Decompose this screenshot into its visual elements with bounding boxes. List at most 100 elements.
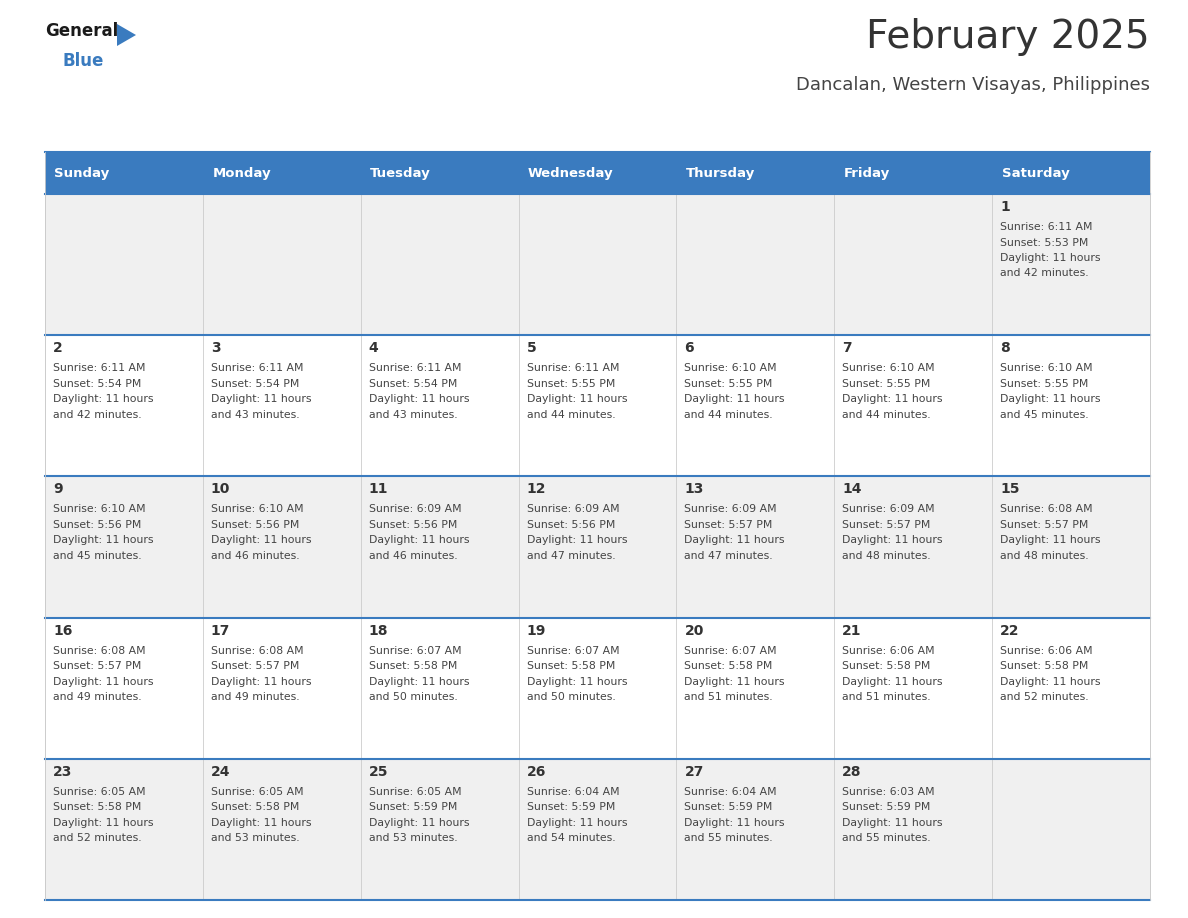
Text: 13: 13 [684,482,703,497]
Text: and 50 minutes.: and 50 minutes. [368,692,457,702]
Text: Sunrise: 6:05 AM: Sunrise: 6:05 AM [368,787,461,797]
Text: Daylight: 11 hours: Daylight: 11 hours [684,677,785,687]
Text: 25: 25 [368,765,388,778]
Text: Daylight: 11 hours: Daylight: 11 hours [53,818,153,828]
Text: Sunset: 5:58 PM: Sunset: 5:58 PM [1000,661,1088,671]
Text: Daylight: 11 hours: Daylight: 11 hours [210,818,311,828]
Bar [45,335,1150,476]
Text: and 48 minutes.: and 48 minutes. [1000,551,1088,561]
Text: Sunrise: 6:09 AM: Sunrise: 6:09 AM [842,504,935,514]
Text: Daylight: 11 hours: Daylight: 11 hours [842,394,943,404]
Text: and 52 minutes.: and 52 minutes. [1000,692,1088,702]
Text: 1: 1 [1000,200,1010,214]
Text: Sunrise: 6:11 AM: Sunrise: 6:11 AM [368,364,461,374]
Bar [676,152,834,194]
Bar [834,152,992,194]
Text: and 48 minutes.: and 48 minutes. [842,551,931,561]
Text: Sunrise: 6:06 AM: Sunrise: 6:06 AM [842,645,935,655]
Text: and 52 minutes.: and 52 minutes. [53,834,141,844]
Text: Sunrise: 6:10 AM: Sunrise: 6:10 AM [210,504,303,514]
Text: 23: 23 [53,765,72,778]
Text: Sunrise: 6:11 AM: Sunrise: 6:11 AM [210,364,303,374]
Text: and 44 minutes.: and 44 minutes. [684,409,773,420]
Text: 17: 17 [210,623,230,638]
Text: Sunrise: 6:07 AM: Sunrise: 6:07 AM [526,645,619,655]
Text: Sunrise: 6:05 AM: Sunrise: 6:05 AM [210,787,303,797]
Text: 19: 19 [526,623,546,638]
Text: Daylight: 11 hours: Daylight: 11 hours [842,677,943,687]
Text: 10: 10 [210,482,230,497]
Text: Sunset: 5:54 PM: Sunset: 5:54 PM [53,379,141,388]
Text: and 43 minutes.: and 43 minutes. [210,409,299,420]
Text: and 44 minutes.: and 44 minutes. [842,409,931,420]
Text: February 2025: February 2025 [866,18,1150,56]
Text: and 49 minutes.: and 49 minutes. [210,692,299,702]
Text: 27: 27 [684,765,703,778]
Text: 15: 15 [1000,482,1019,497]
Text: Sunset: 5:56 PM: Sunset: 5:56 PM [53,520,141,530]
Text: and 45 minutes.: and 45 minutes. [1000,409,1088,420]
Text: and 51 minutes.: and 51 minutes. [842,692,931,702]
Text: and 46 minutes.: and 46 minutes. [210,551,299,561]
Text: and 42 minutes.: and 42 minutes. [53,409,141,420]
Text: Sunrise: 6:09 AM: Sunrise: 6:09 AM [526,504,619,514]
Text: 12: 12 [526,482,546,497]
Bar [203,152,361,194]
Text: Sunday: Sunday [55,166,109,180]
Text: Daylight: 11 hours: Daylight: 11 hours [210,394,311,404]
Text: Daylight: 11 hours: Daylight: 11 hours [684,818,785,828]
Text: 2: 2 [53,341,63,355]
Text: Daylight: 11 hours: Daylight: 11 hours [526,818,627,828]
Text: Sunset: 5:55 PM: Sunset: 5:55 PM [842,379,930,388]
Text: Monday: Monday [213,166,271,180]
Text: Sunset: 5:58 PM: Sunset: 5:58 PM [842,661,930,671]
Text: 6: 6 [684,341,694,355]
Text: Sunset: 5:54 PM: Sunset: 5:54 PM [368,379,457,388]
Text: Daylight: 11 hours: Daylight: 11 hours [210,677,311,687]
Text: Dancalan, Western Visayas, Philippines: Dancalan, Western Visayas, Philippines [796,76,1150,94]
Text: Sunset: 5:55 PM: Sunset: 5:55 PM [526,379,615,388]
Text: and 44 minutes.: and 44 minutes. [526,409,615,420]
Text: Daylight: 11 hours: Daylight: 11 hours [1000,394,1100,404]
Text: Sunset: 5:57 PM: Sunset: 5:57 PM [1000,520,1088,530]
Text: Daylight: 11 hours: Daylight: 11 hours [842,818,943,828]
Text: Daylight: 11 hours: Daylight: 11 hours [1000,535,1100,545]
Bar [519,152,676,194]
Text: and 55 minutes.: and 55 minutes. [842,834,931,844]
Text: Daylight: 11 hours: Daylight: 11 hours [53,535,153,545]
Bar [45,759,1150,900]
Text: and 54 minutes.: and 54 minutes. [526,834,615,844]
Text: Sunrise: 6:09 AM: Sunrise: 6:09 AM [368,504,461,514]
Text: Sunrise: 6:10 AM: Sunrise: 6:10 AM [842,364,935,374]
Text: and 47 minutes.: and 47 minutes. [526,551,615,561]
Text: 18: 18 [368,623,388,638]
Text: General: General [45,22,119,40]
Text: Daylight: 11 hours: Daylight: 11 hours [684,394,785,404]
Text: Sunrise: 6:06 AM: Sunrise: 6:06 AM [1000,645,1093,655]
Text: Sunrise: 6:08 AM: Sunrise: 6:08 AM [1000,504,1093,514]
Text: 4: 4 [368,341,379,355]
Bar [992,152,1150,194]
Text: 24: 24 [210,765,230,778]
Text: 5: 5 [526,341,536,355]
Text: Sunset: 5:59 PM: Sunset: 5:59 PM [368,802,457,812]
Text: 8: 8 [1000,341,1010,355]
Text: Daylight: 11 hours: Daylight: 11 hours [210,535,311,545]
Text: Sunrise: 6:10 AM: Sunrise: 6:10 AM [53,504,146,514]
Text: Daylight: 11 hours: Daylight: 11 hours [526,535,627,545]
Text: Sunset: 5:58 PM: Sunset: 5:58 PM [210,802,299,812]
Text: Sunset: 5:58 PM: Sunset: 5:58 PM [53,802,141,812]
Text: 7: 7 [842,341,852,355]
Text: and 53 minutes.: and 53 minutes. [368,834,457,844]
Text: Sunset: 5:58 PM: Sunset: 5:58 PM [684,661,773,671]
Bar [45,194,1150,335]
Text: Sunrise: 6:07 AM: Sunrise: 6:07 AM [684,645,777,655]
Text: 3: 3 [210,341,221,355]
Text: Tuesday: Tuesday [371,166,431,180]
Bar [45,618,1150,759]
Text: Sunrise: 6:03 AM: Sunrise: 6:03 AM [842,787,935,797]
Text: 9: 9 [53,482,63,497]
Text: Sunrise: 6:09 AM: Sunrise: 6:09 AM [684,504,777,514]
Text: Sunset: 5:55 PM: Sunset: 5:55 PM [684,379,773,388]
Text: Daylight: 11 hours: Daylight: 11 hours [526,394,627,404]
